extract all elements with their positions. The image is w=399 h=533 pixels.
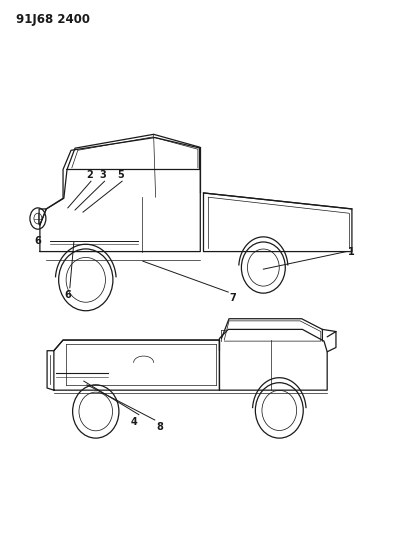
Text: 5: 5 [117, 169, 124, 180]
Text: 91J68 2400: 91J68 2400 [16, 13, 90, 26]
Text: 2: 2 [86, 169, 93, 180]
Text: 8: 8 [156, 422, 163, 432]
Text: 6: 6 [65, 290, 71, 301]
Text: 7: 7 [230, 293, 237, 303]
Text: 1: 1 [348, 247, 355, 256]
Text: 6: 6 [35, 236, 41, 246]
Text: 3: 3 [100, 169, 106, 180]
Text: 4: 4 [130, 417, 137, 427]
